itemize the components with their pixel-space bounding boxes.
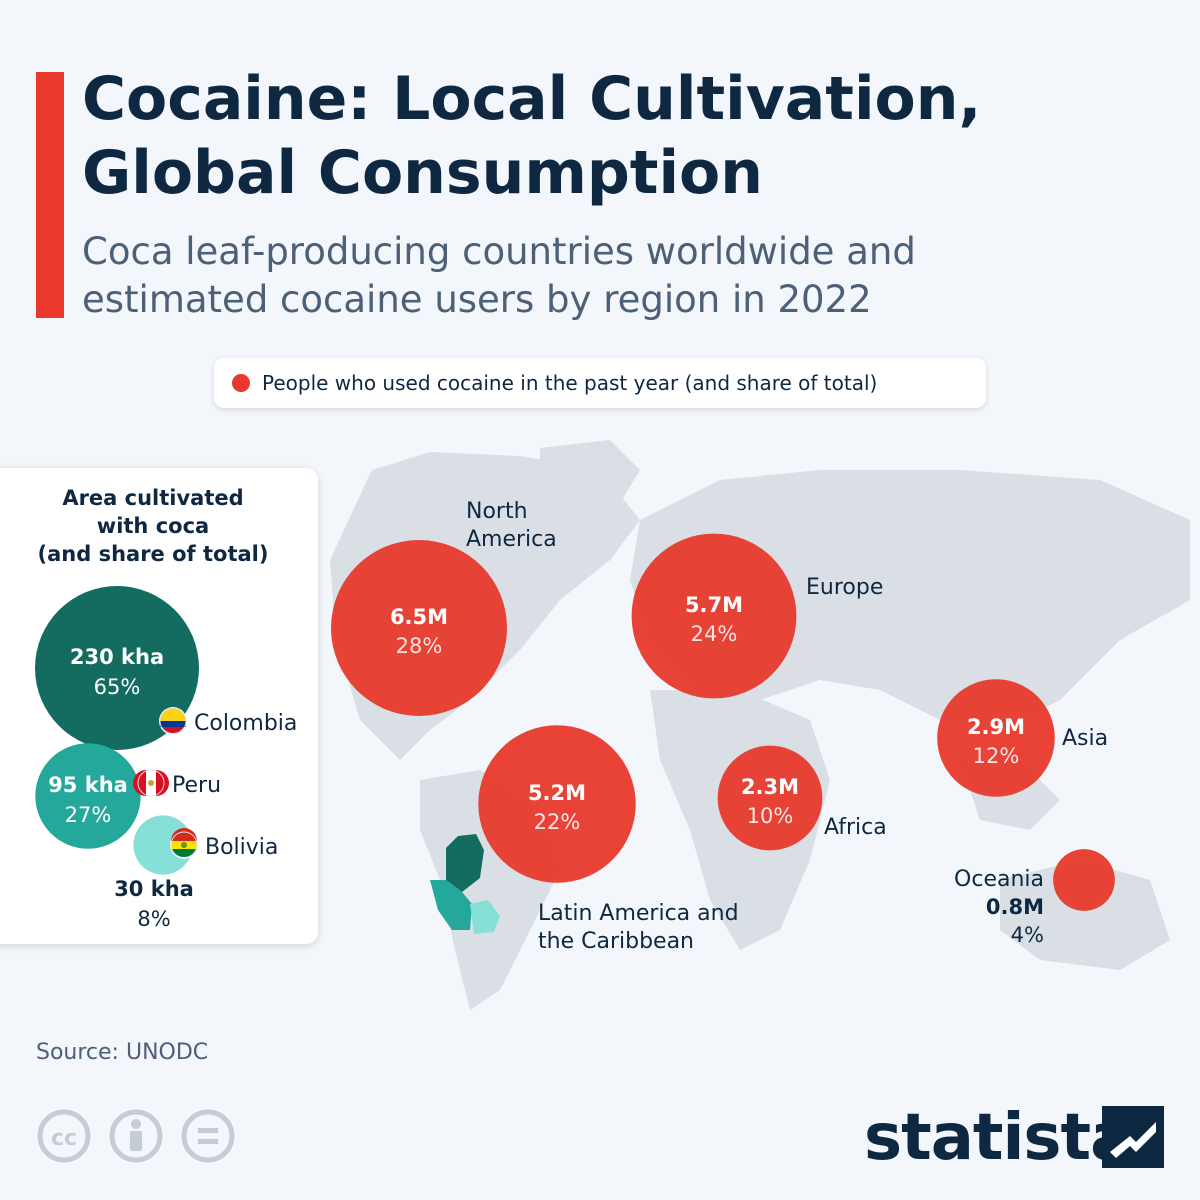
bubble-europe: 5.7M 24% Europe (631, 533, 883, 699)
bolivia-flag-icon (170, 828, 198, 859)
panel-title-line-2: with coca (96, 514, 210, 538)
bubble-circle (1053, 849, 1115, 911)
bubble-north-america: 6.5M 28% North America (331, 499, 557, 716)
statista-logo-icon (1102, 1106, 1164, 1168)
regional-user-bubbles: 6.5M 28% North America 5.7M 24% Europe 5.2M 22% L… (331, 499, 1115, 954)
region-label: Asia (1062, 726, 1108, 751)
bubble-latin-america-and-the-caribbean: 5.2M 22% Latin America and the Caribbean (478, 725, 739, 954)
bubble-circle (631, 533, 797, 699)
australia-shape (1000, 860, 1170, 970)
colombia-flag-icon (159, 707, 187, 735)
panel-title-line-3: (and share of total) (37, 542, 269, 566)
cultivation-bubbles: 230 kha 65% Colombia 95 kha 27% Peru 30 kha 8% B… (35, 586, 297, 931)
colombia-shape (446, 834, 484, 892)
cc-icon-text: cc (51, 1126, 77, 1151)
cultivation-value-label: 95 kha (48, 773, 128, 797)
title-line-2: Global Consumption (82, 138, 763, 208)
coca-producing-countries (430, 834, 500, 934)
bubble-share-label: 4% (1011, 923, 1044, 947)
bubble-circle (478, 725, 636, 883)
greenland-shape (540, 440, 640, 520)
cultivation-share-label: 8% (137, 907, 170, 931)
country-label: Bolivia (205, 835, 278, 860)
cultivation-panel-title: Area cultivated with coca (and share of … (0, 484, 306, 568)
cultivation-peru: 95 kha 27% Peru (35, 743, 221, 849)
legend-marker (232, 374, 250, 392)
legend: People who used cocaine in the past year… (214, 358, 986, 408)
peru-flag-icon (133, 769, 169, 797)
bubble-circle (717, 745, 823, 851)
subtitle-line-1: Coca leaf-producing countries worldwide … (82, 230, 916, 273)
page-title: Cocaine: Local Cultivation, Global Consu… (82, 62, 1162, 210)
cultivation-share-label: 65% (94, 675, 141, 699)
no-derivatives-icon (181, 1109, 235, 1163)
region-label: North (466, 499, 528, 524)
bubble-share-label: 28% (396, 634, 443, 658)
cultivation-value-label: 230 kha (70, 645, 164, 669)
source-note: Source: UNODC (36, 1040, 209, 1065)
legend-label: People who used cocaine in the past year… (262, 371, 878, 395)
bubble-value-label: 2.3M (741, 775, 799, 799)
attribution-icon (109, 1109, 163, 1163)
bubble-value-label: 5.2M (528, 781, 586, 805)
title-accent-bar (36, 72, 64, 318)
bubble-circle (331, 540, 507, 716)
bubble-asia: 2.9M 12% Asia (937, 679, 1108, 797)
subtitle-line-2: estimated cocaine users by region in 202… (82, 278, 872, 321)
cc-icon: cc (37, 1109, 91, 1163)
statista-logo-text: statista (864, 1101, 1133, 1175)
region-label: Europe (806, 575, 883, 600)
cultivation-colombia: 230 kha 65% Colombia (35, 586, 297, 750)
bubble-share-label: 12% (973, 744, 1020, 768)
cultivation-share-label: 27% (65, 803, 112, 827)
bubble-share-label: 10% (747, 804, 794, 828)
region-label-line-2: America (466, 527, 557, 552)
region-label-line-2: the Caribbean (538, 929, 694, 954)
page-subtitle: Coca leaf-producing countries worldwide … (82, 228, 1162, 324)
bubble-value-label: 6.5M (390, 605, 448, 629)
bubble-share-label: 22% (534, 810, 581, 834)
bubble-value-label: 0.8M (986, 895, 1044, 919)
region-label: Latin America and (538, 901, 739, 926)
country-label: Peru (172, 773, 221, 798)
country-label: Colombia (194, 711, 297, 736)
cultivation-bolivia: 30 kha 8% Bolivia (114, 815, 278, 931)
cultivation-value-label: 30 kha (114, 877, 194, 901)
bubble-africa: 2.3M 10% Africa (717, 745, 887, 851)
cultivation-circle (35, 743, 141, 849)
region-label: Oceania (954, 867, 1044, 892)
bolivia-shape (470, 900, 500, 934)
cultivation-circle (35, 586, 199, 750)
bubble-value-label: 2.9M (967, 715, 1025, 739)
panel-title-line-1: Area cultivated (62, 486, 244, 510)
creative-commons-icons: cc (37, 1109, 235, 1163)
peru-shape (430, 880, 472, 930)
bubble-circle (937, 679, 1055, 797)
title-line-1: Cocaine: Local Cultivation, (82, 64, 982, 134)
cultivation-panel: Area cultivated with coca (and share of … (0, 468, 318, 944)
region-label: Africa (824, 815, 887, 840)
bubble-oceania: Oceania 0.8M 4% (954, 849, 1115, 947)
bubble-value-label: 5.7M (685, 593, 743, 617)
bubble-share-label: 24% (691, 622, 738, 646)
